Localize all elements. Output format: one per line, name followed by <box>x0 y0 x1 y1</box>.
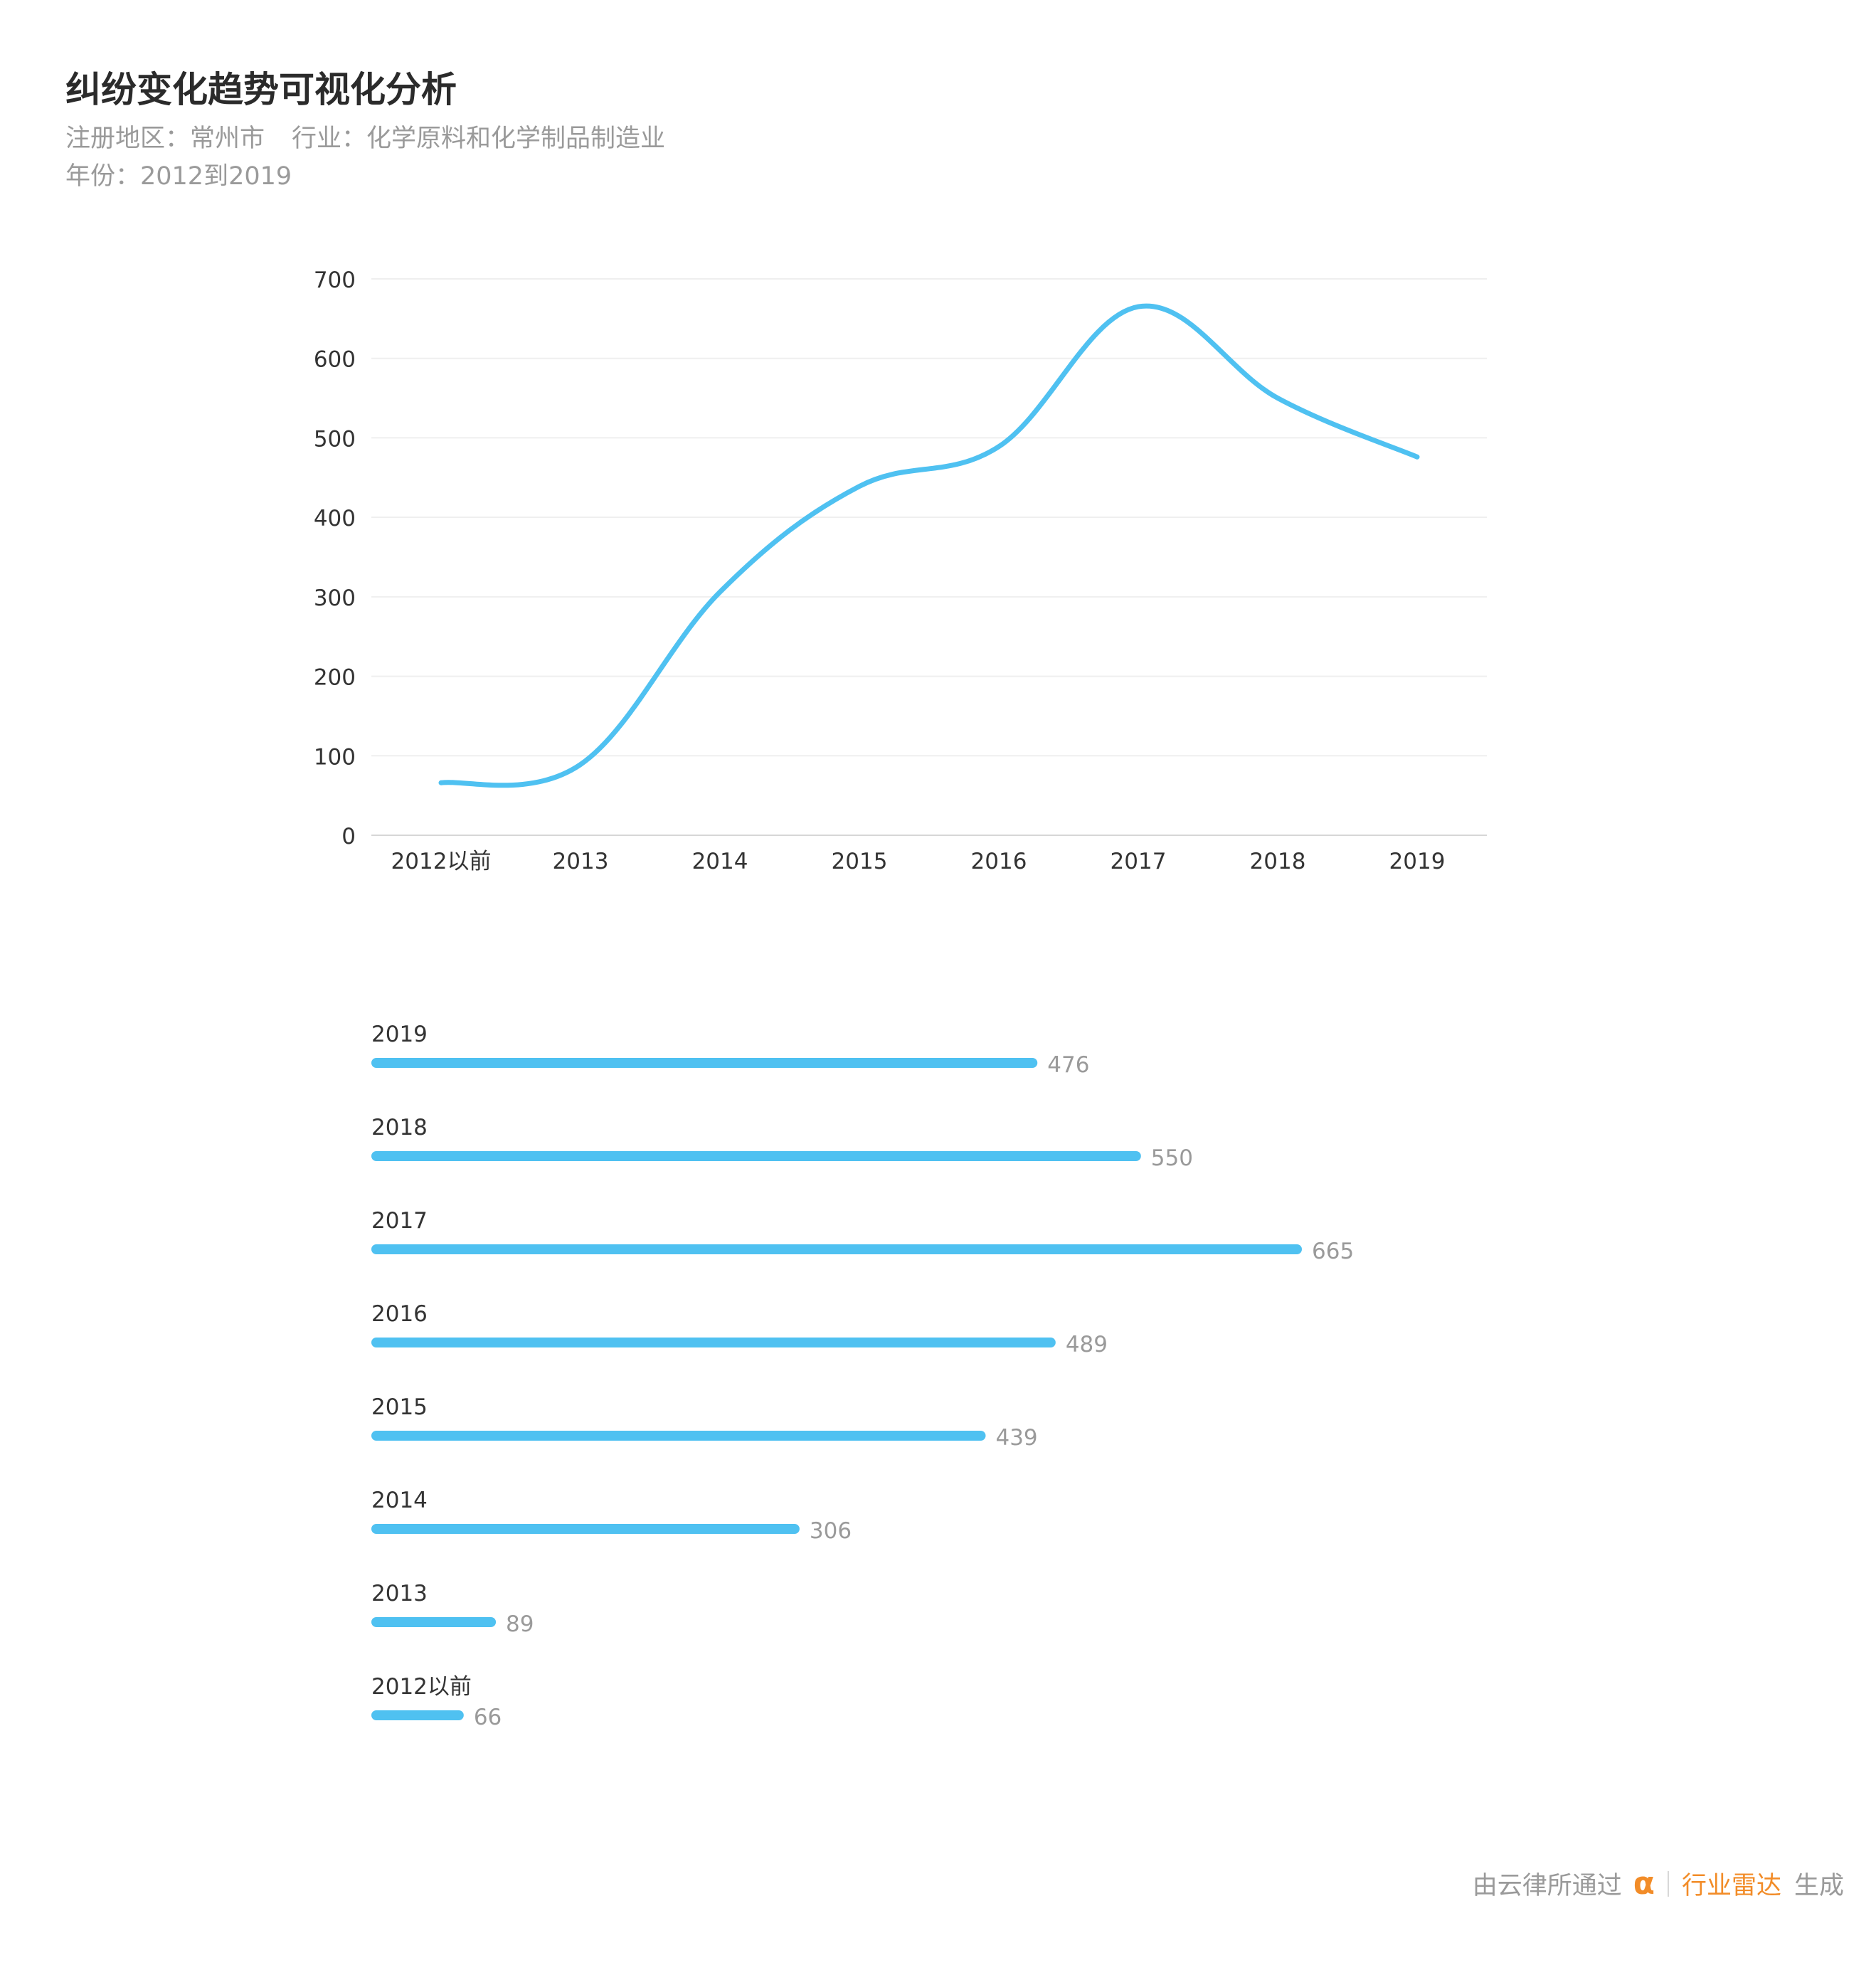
bar-category-label: 2016 <box>371 1301 428 1327</box>
y-tick-label: 400 <box>314 506 356 531</box>
footer-divider <box>1667 1870 1669 1897</box>
bar-value-label: 489 <box>1066 1332 1108 1357</box>
footer-prefix: 由云律所通过 <box>1472 1872 1622 1900</box>
bar-value-label: 89 <box>506 1611 534 1637</box>
bar <box>371 1151 1141 1161</box>
footer-brand: 行业雷达 <box>1681 1872 1781 1900</box>
bar-value-label: 66 <box>474 1705 502 1730</box>
x-tick-label: 2017 <box>1111 849 1167 874</box>
bar <box>371 1244 1302 1254</box>
x-tick-label: 2015 <box>832 849 888 874</box>
alpha-logo-icon: α <box>1633 1865 1655 1902</box>
y-tick-label: 100 <box>314 744 356 770</box>
line-chart: 0 100 200 300 400 500 600 700 2012以前 2013 2014 2015… <box>314 268 1487 874</box>
y-tick-label: 600 <box>314 347 356 373</box>
x-tick-label: 2012以前 <box>391 849 492 874</box>
bar-category-label: 2019 <box>371 1022 428 1047</box>
bar-value-label: 306 <box>810 1518 852 1544</box>
bar-category-label: 2013 <box>371 1581 428 1606</box>
bar-value-label: 439 <box>995 1425 1037 1451</box>
bar-category-label: 2018 <box>371 1115 428 1140</box>
footer-suffix: 生成 <box>1793 1872 1844 1900</box>
bar <box>371 1058 1038 1068</box>
bar <box>371 1431 986 1441</box>
bar-chart: 2019 476 2018 550 2017 665 2016 489 2015 439 2014 3… <box>371 1022 1354 1730</box>
page-title: 纠纷变化趋势可视化分析 <box>65 69 457 110</box>
year-label: 年份：2012到2019 <box>65 162 292 191</box>
y-tick-label: 200 <box>314 665 356 691</box>
region-label: 注册地区：常州市 <box>65 125 265 153</box>
bar-category-label: 2017 <box>371 1208 428 1234</box>
bar-value-label: 476 <box>1047 1052 1089 1078</box>
bar-category-label: 2012以前 <box>371 1674 472 1700</box>
footer-credit: 由云律所通过 α 行业雷达 生成 <box>1473 1865 1844 1902</box>
bar-category-label: 2015 <box>371 1394 428 1420</box>
bar <box>371 1524 800 1534</box>
y-tick-label: 700 <box>314 268 356 293</box>
series-line <box>438 303 1420 788</box>
bar <box>371 1710 464 1720</box>
subtitle-filters: 注册地区：常州市 行业：化学原料和化学制品制造业 <box>65 118 665 154</box>
x-tick-label: 2013 <box>553 849 609 874</box>
x-tick-label: 2018 <box>1250 849 1306 874</box>
x-tick-label: 2016 <box>971 849 1027 874</box>
industry-label: 行业：化学原料和化学制品制造业 <box>292 125 666 153</box>
bar-value-label: 665 <box>1312 1239 1354 1264</box>
bar <box>371 1617 497 1627</box>
x-tick-label: 2019 <box>1389 849 1446 874</box>
bar-category-label: 2014 <box>371 1488 428 1513</box>
x-tick-label: 2014 <box>692 849 748 874</box>
y-tick-label: 0 <box>341 824 356 849</box>
y-tick-label: 300 <box>314 586 356 611</box>
bar <box>371 1338 1056 1347</box>
bar-value-label: 550 <box>1151 1145 1193 1171</box>
y-tick-label: 500 <box>314 426 356 452</box>
